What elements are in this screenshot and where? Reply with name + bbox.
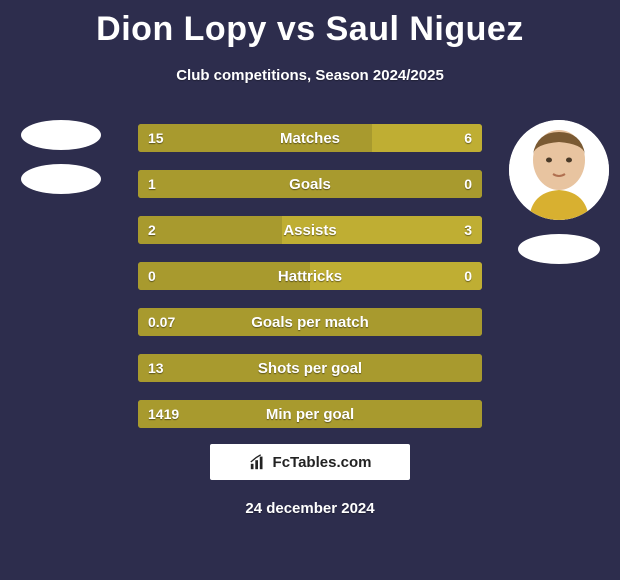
subtitle: Club competitions, Season 2024/2025 (0, 67, 620, 84)
stats-bars: Matches156 Goals10 Assists23 Hattricks00 Goa… (138, 124, 482, 428)
player-face-icon (509, 120, 609, 220)
stat-bar-left (138, 216, 282, 244)
stat-bar-left (138, 400, 482, 428)
site-name: FcTables.com (273, 454, 372, 471)
player1-club-badge (21, 164, 101, 194)
stat-bar-left (138, 124, 372, 152)
stat-bar-left (138, 308, 482, 336)
stat-bar-right (372, 124, 482, 152)
player2-avatar (509, 120, 609, 220)
stat-bar-right (282, 216, 482, 244)
stat-row: Assists23 (138, 216, 482, 244)
stat-bar-right (310, 262, 482, 290)
site-logo: FcTables.com (210, 444, 410, 480)
stat-row: Goals per match0.07 (138, 308, 482, 336)
player1-name: Dion Lopy (96, 10, 267, 48)
stat-bar-left (138, 170, 482, 198)
stat-bar-left (138, 262, 310, 290)
stat-row: Min per goal1419 (138, 400, 482, 428)
player1-column (6, 120, 116, 194)
player2-club-badge (518, 234, 600, 264)
stat-row: Goals10 (138, 170, 482, 198)
chart-icon (249, 453, 267, 471)
vs-text: vs (277, 10, 316, 48)
footer-date: 24 december 2024 (0, 500, 620, 517)
comparison-title: Dion Lopy vs Saul Niguez (0, 0, 620, 49)
player2-name: Saul Niguez (326, 10, 524, 48)
player2-column (504, 120, 614, 264)
stat-row: Hattricks00 (138, 262, 482, 290)
stat-row: Matches156 (138, 124, 482, 152)
player1-avatar (21, 120, 101, 150)
stat-bar-left (138, 354, 482, 382)
stat-row: Shots per goal13 (138, 354, 482, 382)
